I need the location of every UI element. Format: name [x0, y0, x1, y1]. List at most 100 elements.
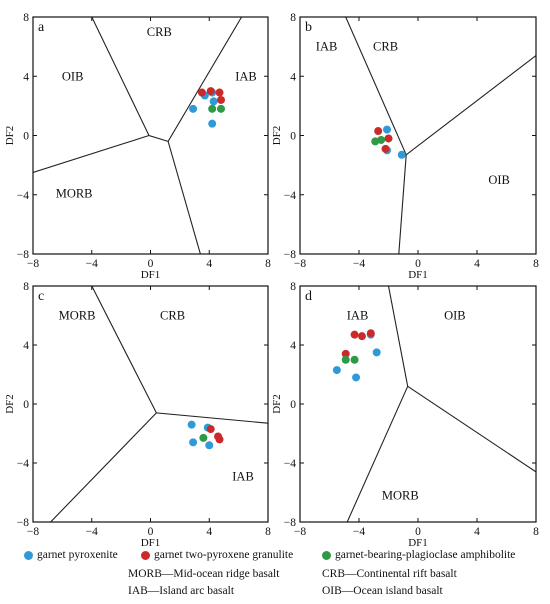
- panel-a-x-tick-label: 0: [148, 258, 154, 270]
- panel-c-y-tick-label: −4: [17, 458, 29, 470]
- panel-c-point-garnet-two-pyroxene-granulite: [215, 435, 224, 444]
- panel-a-y-axis-label: DF2: [4, 126, 16, 146]
- panel-d-point-garnet-bearing-plagioclase-amphibolite: [350, 355, 359, 364]
- panel-b-point-garnet-two-pyroxene-granulite: [381, 144, 390, 153]
- panel-b-point-garnet-two-pyroxene-granulite: [374, 127, 383, 136]
- abbreviation-morb: MORB—Mid-ocean ridge basalt: [128, 568, 280, 580]
- panel-c-letter: c: [38, 289, 44, 304]
- panel-b-point-garnet-two-pyroxene-granulite: [384, 134, 393, 143]
- panel-c-field-boundaries: [50, 286, 268, 522]
- panel-d-point-garnet-pyroxenite: [332, 366, 341, 375]
- panel-a-point-garnet-two-pyroxene-granulite: [215, 88, 224, 97]
- panel-d-x-tick-label: 4: [474, 526, 480, 538]
- panel-c-field-label-crb: CRB: [160, 309, 185, 323]
- panel-b-y-tick-label: −4: [284, 190, 296, 202]
- panel-c-field-label-iab: IAB: [232, 469, 254, 483]
- panel-d-y-tick-label: 4: [290, 340, 296, 352]
- panel-b-field-boundaries: [345, 17, 536, 254]
- panel-d-point-garnet-two-pyroxene-granulite: [357, 332, 366, 341]
- panel-c-y-tick-label: −8: [17, 517, 29, 529]
- panel-a-x-tick-label: 4: [206, 258, 212, 270]
- panel-c-x-tick-label: −8: [27, 526, 39, 538]
- panel-d-field-boundaries: [346, 286, 536, 522]
- panel-d-y-tick-label: −8: [284, 517, 296, 529]
- legend-label-garnet-bearing-plagioclase-amphibolite: garnet-bearing-plagioclase amphibolite: [335, 549, 516, 561]
- panel-b-point-garnet-pyroxenite: [383, 125, 392, 134]
- panel-a-y-tick-label: −4: [17, 190, 29, 202]
- panel-c-x-tick-label: 8: [265, 526, 271, 538]
- panel-d-y-tick-label: 0: [290, 399, 296, 411]
- panel-c-x-axis-label: DF1: [141, 537, 161, 549]
- abbreviation-oib: OIB—Ocean island basalt: [322, 585, 443, 597]
- panel-a-point-garnet-pyroxenite: [208, 119, 217, 128]
- legend-item-garnet-two-pyroxene-granulite: garnet two-pyroxene granulite: [141, 549, 293, 561]
- panel-c-field-label-morb: MORB: [59, 309, 96, 323]
- panel-d-point-garnet-two-pyroxene-granulite: [366, 329, 375, 338]
- panel-b-x-tick-label: 0: [415, 258, 421, 270]
- panel-c-y-tick-label: 8: [23, 281, 29, 293]
- panel-d-x-tick-label: −4: [353, 526, 365, 538]
- panel-d-boundary-line: [346, 386, 409, 522]
- legend-label-garnet-two-pyroxene-granulite: garnet two-pyroxene granulite: [154, 549, 294, 561]
- panel-a-boundary-line: [33, 134, 150, 174]
- panel-c-point-garnet-pyroxenite: [187, 420, 196, 429]
- panel-c-boundary-line: [50, 412, 157, 522]
- panel-a-field-boundaries: [33, 17, 243, 254]
- panel-a-y-tick-label: 4: [23, 71, 29, 83]
- panel-c-point-garnet-pyroxenite: [189, 438, 198, 447]
- panel-a-point-garnet-bearing-plagioclase-amphibolite: [217, 104, 225, 113]
- panel-b-boundary-line: [345, 17, 536, 156]
- panel-b-y-tick-label: 8: [290, 12, 296, 24]
- panel-d-x-tick-label: 8: [533, 526, 539, 538]
- panel-a-x-axis-label: DF1: [141, 269, 161, 281]
- abbreviation-iab: IAB—Island arc basalt: [128, 585, 235, 597]
- panel-d-point-garnet-bearing-plagioclase-amphibolite: [341, 355, 350, 364]
- panel-a: −8 −4 0 4 8 −8 −4 0 4 8 DF1 DF2 a CRB OIB IAB MORB: [4, 12, 271, 281]
- panel-b-letter: b: [305, 20, 312, 35]
- panel-c-point-garnet-pyroxenite: [205, 441, 214, 450]
- panel-d: −8 −4 0 4 8 −8 −4 0 4 8 DF1 DF2 d IAB OIB MORB: [271, 281, 539, 549]
- panel-b-y-axis-label: DF2: [271, 126, 283, 146]
- panel-a-field-label-morb: MORB: [56, 186, 93, 200]
- panel-b-x-tick-label: −4: [353, 258, 365, 270]
- panel-a-letter: a: [38, 20, 45, 35]
- panel-d-point-garnet-two-pyroxene-granulite: [350, 330, 359, 339]
- panel-d-y-tick-label: −4: [284, 458, 296, 470]
- panel-b-boundary-line: [398, 154, 407, 254]
- panel-a-x-tick-label: −8: [27, 258, 39, 270]
- panel-d-x-tick-label: 0: [415, 526, 421, 538]
- panel-b-x-axis-label: DF1: [408, 269, 428, 281]
- legend-item-garnet-pyroxenite: garnet pyroxenite: [24, 549, 118, 561]
- panel-b-y-tick-label: −8: [284, 249, 296, 261]
- panel-c-boundary-line: [91, 286, 268, 424]
- panel-d-field-label-iab: IAB: [347, 309, 369, 323]
- panel-a-point-garnet-pyroxenite: [189, 104, 198, 113]
- panel-d-frame: [299, 285, 537, 523]
- legend-marker-garnet-pyroxenite: [24, 550, 33, 560]
- panel-c-x-tick-label: 4: [206, 526, 212, 538]
- panel-a-point-garnet-two-pyroxene-granulite: [197, 88, 206, 97]
- panel-a-x-tick-label: 8: [265, 258, 271, 270]
- panel-c-y-tick-label: 0: [23, 399, 29, 411]
- panel-d-x-axis-label: DF1: [408, 537, 428, 549]
- legend-marker-garnet-bearing-plagioclase-amphibolite: [322, 550, 331, 560]
- panel-a-point-garnet-two-pyroxene-granulite: [217, 95, 225, 104]
- legend-marker-garnet-two-pyroxene-granulite: [141, 550, 150, 560]
- panel-a-x-tick-label: −4: [86, 258, 98, 270]
- panel-b-y-tick-label: 0: [290, 131, 296, 143]
- panel-d-point-garnet-two-pyroxene-granulite: [341, 349, 350, 358]
- panel-a-field-label-iab: IAB: [235, 69, 257, 83]
- panel-c-point-garnet-bearing-plagioclase-amphibolite: [199, 433, 208, 442]
- panel-a-y-tick-label: −8: [17, 249, 29, 261]
- panel-b-point-garnet-bearing-plagioclase-amphibolite: [377, 135, 386, 144]
- panel-c-x-tick-label: −4: [86, 526, 98, 538]
- panel-d-y-axis-label: DF2: [271, 394, 283, 414]
- panel-a-field-label-oib: OIB: [62, 69, 84, 83]
- legend-item-garnet-bearing-plagioclase-amphibolite: garnet-bearing-plagioclase amphibolite: [322, 549, 515, 561]
- panel-d-y-tick-label: 8: [290, 281, 296, 293]
- panel-c-point-garnet-two-pyroxene-granulite: [206, 425, 215, 434]
- panel-d-point-garnet-pyroxenite: [372, 348, 381, 357]
- panel-b-x-tick-label: 8: [533, 258, 539, 270]
- panel-d-point-garnet-pyroxenite: [352, 373, 361, 382]
- panel-b: −8 −4 0 4 8 −8 −4 0 4 8 DF1 DF2 b IAB CRB OIB: [271, 12, 539, 281]
